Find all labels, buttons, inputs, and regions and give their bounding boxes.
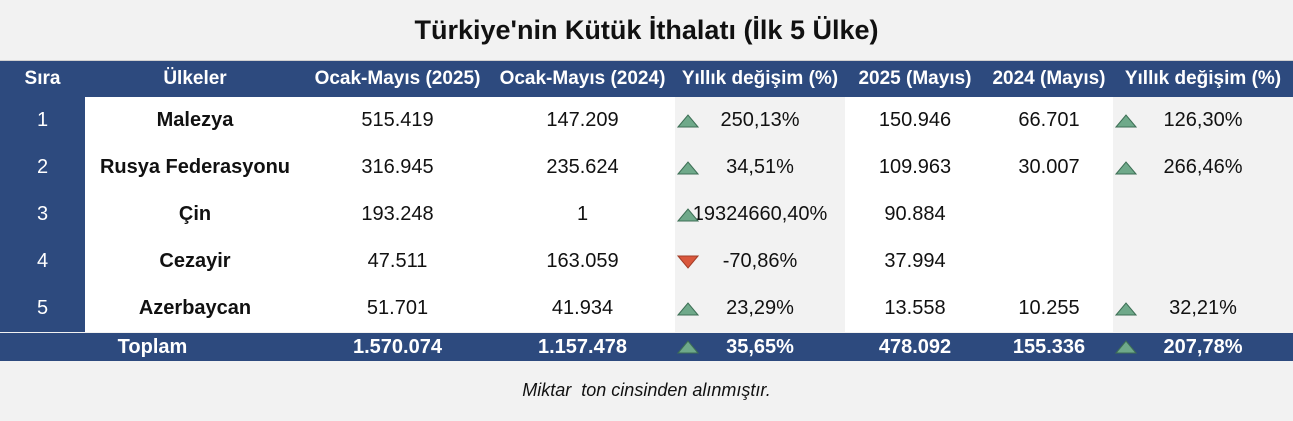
cell: 193.248	[361, 203, 434, 225]
cell: 150.946	[878, 109, 952, 131]
cell: 23,29%	[726, 297, 794, 319]
cell: 34,51%	[726, 156, 794, 178]
cell: 1	[36, 109, 49, 131]
total-cell: 35,65%	[726, 335, 794, 358]
cell: 4	[36, 250, 49, 272]
total-cell: 1.157.478	[538, 335, 627, 358]
cell: 5	[36, 297, 49, 319]
cell: 163.059	[546, 250, 619, 272]
up-arrow	[1115, 301, 1137, 315]
cell: 47.511	[367, 250, 428, 272]
cell: 2	[36, 156, 49, 178]
up-arrow	[677, 160, 699, 174]
divider	[0, 60, 1293, 61]
header-cell: Sıra	[24, 68, 61, 89]
cell: Cezayir	[159, 250, 231, 272]
cell: 13.558	[884, 297, 946, 319]
cell: 37.994	[884, 250, 946, 272]
cell: 515.419	[361, 109, 434, 131]
cell: 10.255	[1018, 297, 1080, 319]
total-cell: 478.092	[878, 335, 952, 358]
total-cell: 207,78%	[1163, 335, 1243, 358]
cell: Çin	[178, 203, 212, 225]
up-arrow	[677, 207, 699, 221]
cell: Azerbaycan	[138, 297, 252, 319]
cell: 147.209	[546, 109, 619, 131]
cell: 41.934	[551, 297, 614, 319]
title: Türkiye'nin Kütük İthalatı (İlk 5 Ülke)	[414, 14, 879, 45]
header-cell: Yıllık değişim (%)	[681, 68, 839, 89]
cell: 30.007	[1018, 156, 1080, 178]
total-row	[0, 333, 1293, 361]
header-cell: Ocak-Mayıs (2025)	[314, 68, 481, 89]
cell: 235.624	[546, 156, 619, 178]
footnote: Miktar ton cinsinden alınmıştır.	[522, 379, 771, 400]
rank-bg	[0, 97, 85, 332]
cell: 19324660,40%	[692, 203, 828, 225]
cell: 250,13%	[720, 109, 800, 131]
total-cell: 155.336	[1012, 335, 1086, 358]
total-cell: Toplam	[117, 335, 188, 358]
cell: Rusya Federasyonu	[99, 156, 291, 178]
up-arrow	[677, 113, 699, 127]
header-cell: 2024 (Mayıs)	[992, 68, 1106, 89]
cell: 316.945	[361, 156, 434, 178]
cell: 51.701	[366, 297, 429, 319]
header-cell: Ocak-Mayıs (2024)	[499, 68, 666, 89]
cell: 66.701	[1018, 109, 1080, 131]
change-bg	[675, 97, 845, 332]
cell: 3	[36, 203, 49, 225]
up-arrow	[1115, 160, 1137, 174]
header-cell: Ülkeler	[163, 68, 227, 89]
change-bg	[1113, 97, 1293, 332]
up-arrow	[677, 301, 699, 315]
up-arrow	[1115, 113, 1137, 127]
cell: Malezya	[156, 109, 234, 131]
cell: 109.963	[878, 156, 952, 178]
header-cell: 2025 (Mayıs)	[858, 68, 972, 89]
cell: 266,46%	[1163, 156, 1243, 178]
total-cell: 1.570.074	[353, 335, 442, 358]
header-cell: Yıllık değişim (%)	[1124, 68, 1282, 89]
cell: -70,86%	[722, 250, 798, 272]
cell: 32,21%	[1169, 297, 1237, 319]
body-bg	[0, 97, 1293, 332]
cell: 126,30%	[1163, 109, 1243, 131]
down-arrow	[677, 255, 699, 269]
header-row	[0, 61, 1293, 97]
up-arrow	[677, 340, 699, 354]
cell: 90.884	[884, 203, 946, 225]
up-arrow	[1115, 340, 1137, 354]
cell: 1	[576, 203, 589, 225]
